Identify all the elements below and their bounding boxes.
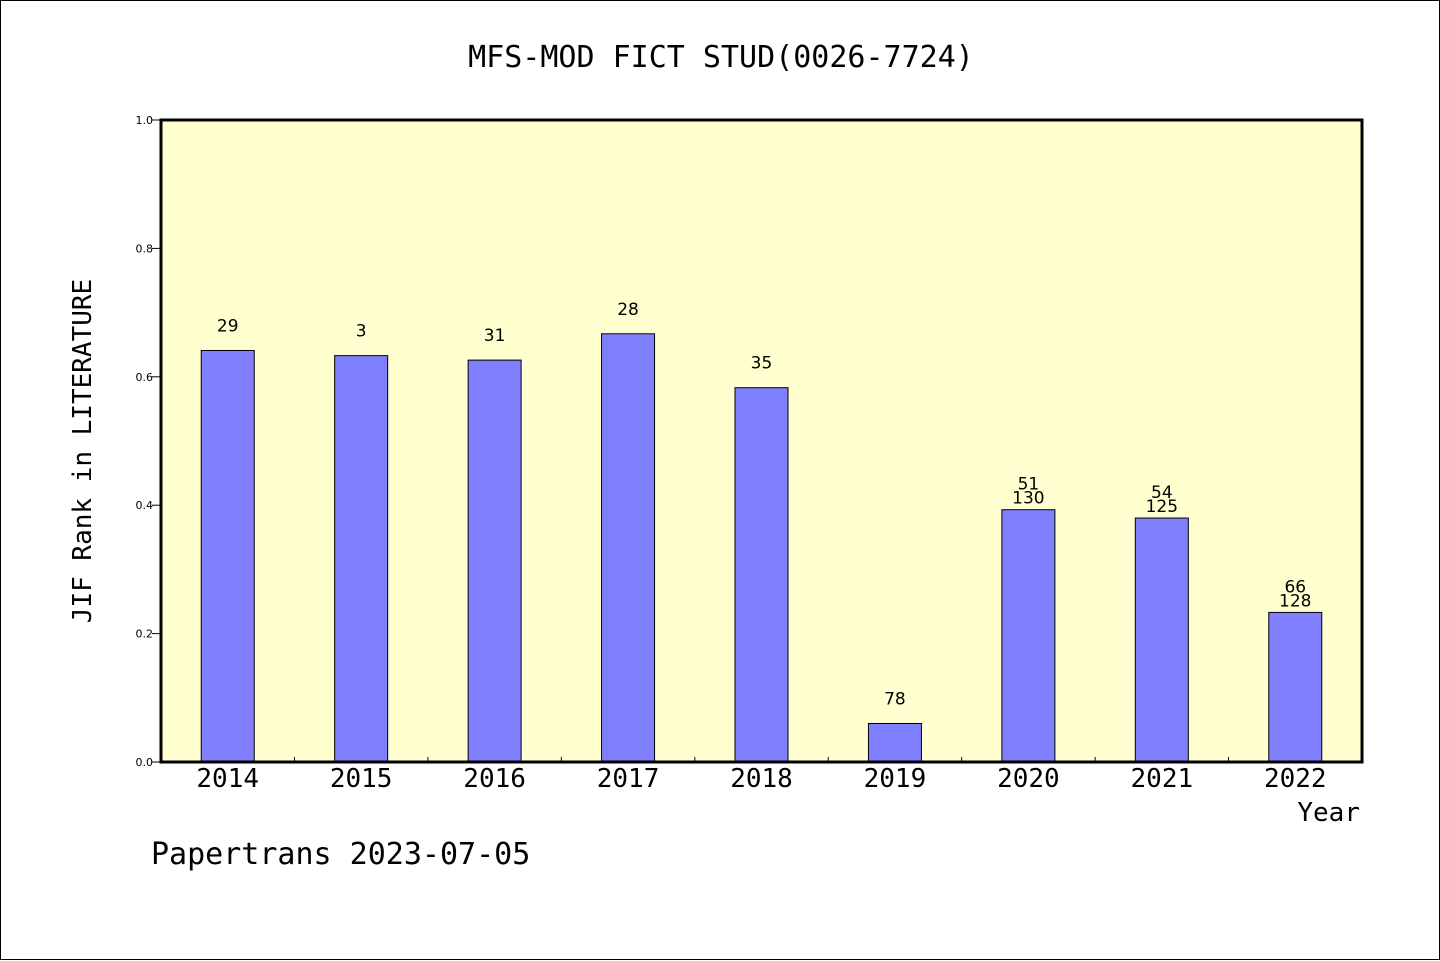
x-tick-label-2016: 2016 xyxy=(463,764,526,794)
bar-data-label: 125 xyxy=(1146,497,1178,517)
x-tick-label-2017: 2017 xyxy=(597,764,660,794)
y-tick-label: 0.8 xyxy=(136,242,154,255)
chart-title: MFS-MOD FICT STUD(0026-7724) xyxy=(468,40,974,75)
bar-data-label: 35 xyxy=(751,354,773,374)
bar-2018 xyxy=(734,387,789,763)
bar-data-label: 3 xyxy=(356,322,367,342)
x-axis-label: Year xyxy=(1297,798,1360,828)
bar-2022 xyxy=(1268,611,1323,763)
y-tick-group: 0.0 0.2 0.4 0.6 0.8 1.0 xyxy=(136,114,161,769)
y-tick-label: 0.0 xyxy=(136,756,154,769)
bar-data-label: 54 xyxy=(1151,483,1173,503)
bar-data-label: 31 xyxy=(484,326,506,346)
bar-data-label: 29 xyxy=(217,316,239,336)
x-tick-label-2014: 2014 xyxy=(196,764,259,794)
x-tick-label-2022: 2022 xyxy=(1264,764,1327,794)
x-tick-label-2021: 2021 xyxy=(1131,764,1194,794)
bar-data-label: 51 xyxy=(1018,475,1040,495)
bar-data-label: 28 xyxy=(617,300,639,320)
x-tick-group: 2014 2015 2016 2017 2018 2019 2020 2021 2022 xyxy=(196,757,1327,794)
footer-text: Papertrans 2023-07-05 xyxy=(151,837,530,872)
x-tick-label-2020: 2020 xyxy=(997,764,1060,794)
bar-2014 xyxy=(200,349,255,763)
bar-2020 xyxy=(1001,509,1056,763)
x-tick-label-2018: 2018 xyxy=(730,764,793,794)
plot-border xyxy=(159,118,1364,764)
y-tick-label: 0.6 xyxy=(136,371,154,384)
bar-2017 xyxy=(601,333,656,763)
bar-data-label: 78 xyxy=(884,689,906,709)
bar-data-label: 128 xyxy=(1279,591,1311,611)
bar-2019 xyxy=(867,722,922,763)
x-tick-label-2019: 2019 xyxy=(864,764,927,794)
y-tick-label: 0.2 xyxy=(136,628,154,641)
bar-2021 xyxy=(1134,517,1189,763)
bar-group xyxy=(200,333,1323,763)
bar-2016 xyxy=(467,359,522,763)
bar-2015 xyxy=(334,355,389,763)
x-tick-label-2015: 2015 xyxy=(330,764,393,794)
bar-data-label: 66 xyxy=(1284,577,1306,597)
bar-data-label: 130 xyxy=(1012,489,1044,509)
y-tick-label: 1.0 xyxy=(136,114,154,127)
y-tick-label: 0.4 xyxy=(136,499,154,512)
y-axis-label: JIF Rank in LITERATURE xyxy=(68,279,98,623)
